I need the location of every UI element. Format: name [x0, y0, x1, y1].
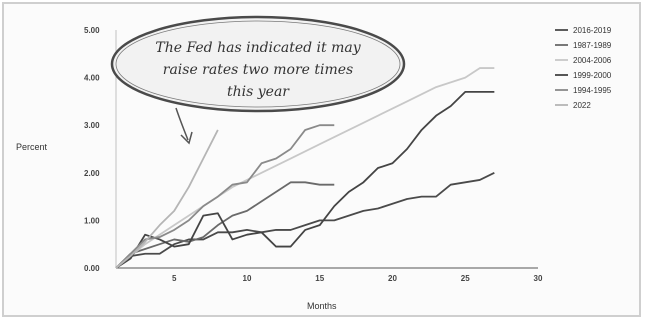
- series-lines: [115, 67, 495, 269]
- annotation-line-2: raise rates two more times: [163, 62, 354, 78]
- y-tick-label: 2.00: [84, 169, 100, 178]
- x-tick-label: 25: [461, 274, 470, 283]
- legend: 2016-2019 1987-1989 2004-2006 1999-2000 1994…: [555, 26, 612, 110]
- x-tick-label: 30: [534, 274, 543, 283]
- x-tick-label: 15: [315, 274, 324, 283]
- y-tick-label: 5.00: [84, 26, 100, 35]
- series-line-1994-1995: [115, 124, 335, 269]
- series-line-1987-1989: [115, 181, 335, 269]
- annotation-bubble: The Fed has indicated it may raise rates…: [110, 15, 406, 113]
- series-line-2004-2006: [115, 67, 495, 269]
- annotation-arrow: [175, 107, 193, 145]
- x-axis-label: Months: [307, 301, 337, 311]
- legend-label: 1999-2000: [573, 71, 612, 80]
- annotation-line-3: this year: [227, 84, 290, 100]
- legend-label: 1987-1989: [573, 41, 612, 50]
- x-tick-label: 20: [388, 274, 397, 283]
- x-tick-label: 5: [172, 274, 177, 283]
- x-tick-labels: 5 10 15 20 25 30: [172, 274, 543, 283]
- y-axis-label: Percent: [16, 142, 48, 152]
- y-tick-labels: 0.00 1.00 2.00 3.00 4.00 5.00: [84, 26, 100, 273]
- legend-label: 2022: [573, 101, 591, 110]
- annotation-line-1: The Fed has indicated it may: [155, 40, 361, 56]
- y-tick-label: 0.00: [84, 264, 100, 273]
- legend-label: 2016-2019: [573, 26, 612, 35]
- legend-label: 1994-1995: [573, 86, 612, 95]
- series-line-2022: [115, 129, 219, 269]
- series-line-1999-2000: [115, 90, 495, 269]
- series-line-2016-2019: [115, 171, 495, 269]
- y-tick-label: 3.00: [84, 121, 100, 130]
- y-tick-label: 1.00: [84, 216, 100, 225]
- x-tick-label: 10: [243, 274, 252, 283]
- y-tick-label: 4.00: [84, 74, 100, 83]
- legend-label: 2004-2006: [573, 56, 612, 65]
